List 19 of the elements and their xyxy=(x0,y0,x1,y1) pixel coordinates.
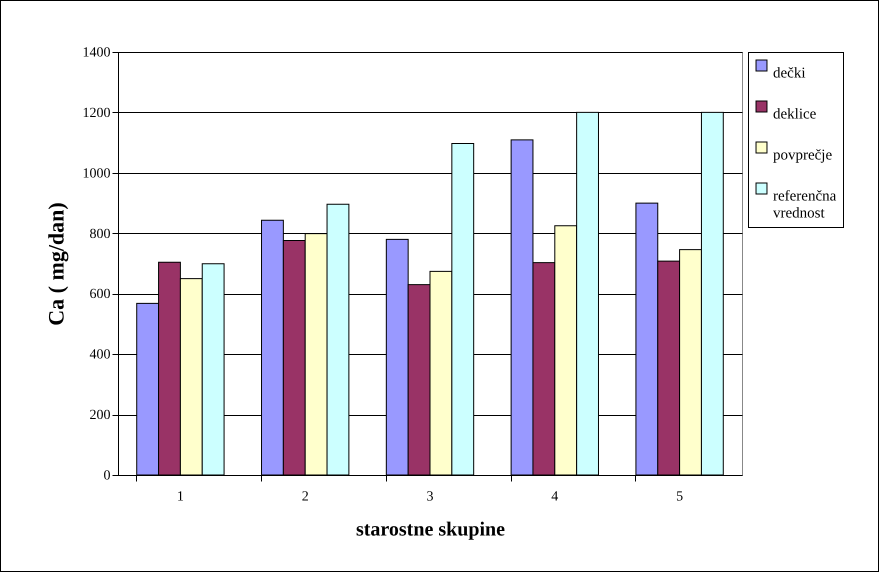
x-tick-label: 1 xyxy=(176,490,184,504)
y-tick-label: 1400 xyxy=(82,46,110,60)
legend-label: referenčna vrednost xyxy=(773,188,837,222)
x-axis-title: starostne skupine xyxy=(356,518,506,540)
y-tick-label: 1000 xyxy=(82,166,110,182)
legend-label: dečki xyxy=(773,66,806,82)
x-tick-label: 2 xyxy=(302,490,309,504)
y-tick-label: 800 xyxy=(90,226,110,242)
x-tick-label: 5 xyxy=(676,490,684,504)
x-tick-label: 4 xyxy=(551,490,558,504)
y-tick-label: 600 xyxy=(90,287,110,302)
y-axis-title: Ca ( mg/dan) xyxy=(44,202,68,326)
legend-label: povprečje xyxy=(773,148,832,164)
y-tick-label: 0 xyxy=(104,468,110,484)
y-tick-label: 200 xyxy=(90,408,110,424)
y-tick-label: 1200 xyxy=(82,106,110,121)
x-tick-label: 3 xyxy=(426,490,434,504)
y-tick-label: 400 xyxy=(90,348,110,363)
legend-label: deklice xyxy=(773,106,817,122)
